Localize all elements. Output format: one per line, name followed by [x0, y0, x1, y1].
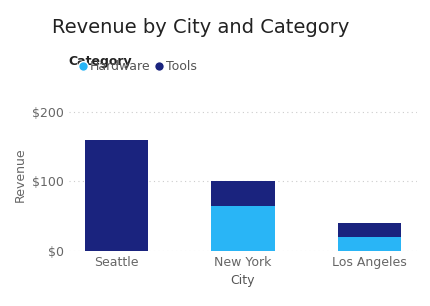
- Y-axis label: Revenue: Revenue: [13, 147, 27, 202]
- Bar: [338, 223, 401, 237]
- Bar: [211, 206, 275, 251]
- Legend: Hardware, Tools: Hardware, Tools: [75, 55, 202, 78]
- Text: Revenue by City and Category: Revenue by City and Category: [52, 18, 349, 37]
- X-axis label: City: City: [231, 274, 255, 287]
- Bar: [211, 181, 275, 206]
- Bar: [85, 140, 148, 251]
- Text: Category: Category: [69, 55, 132, 69]
- Bar: [338, 237, 401, 251]
